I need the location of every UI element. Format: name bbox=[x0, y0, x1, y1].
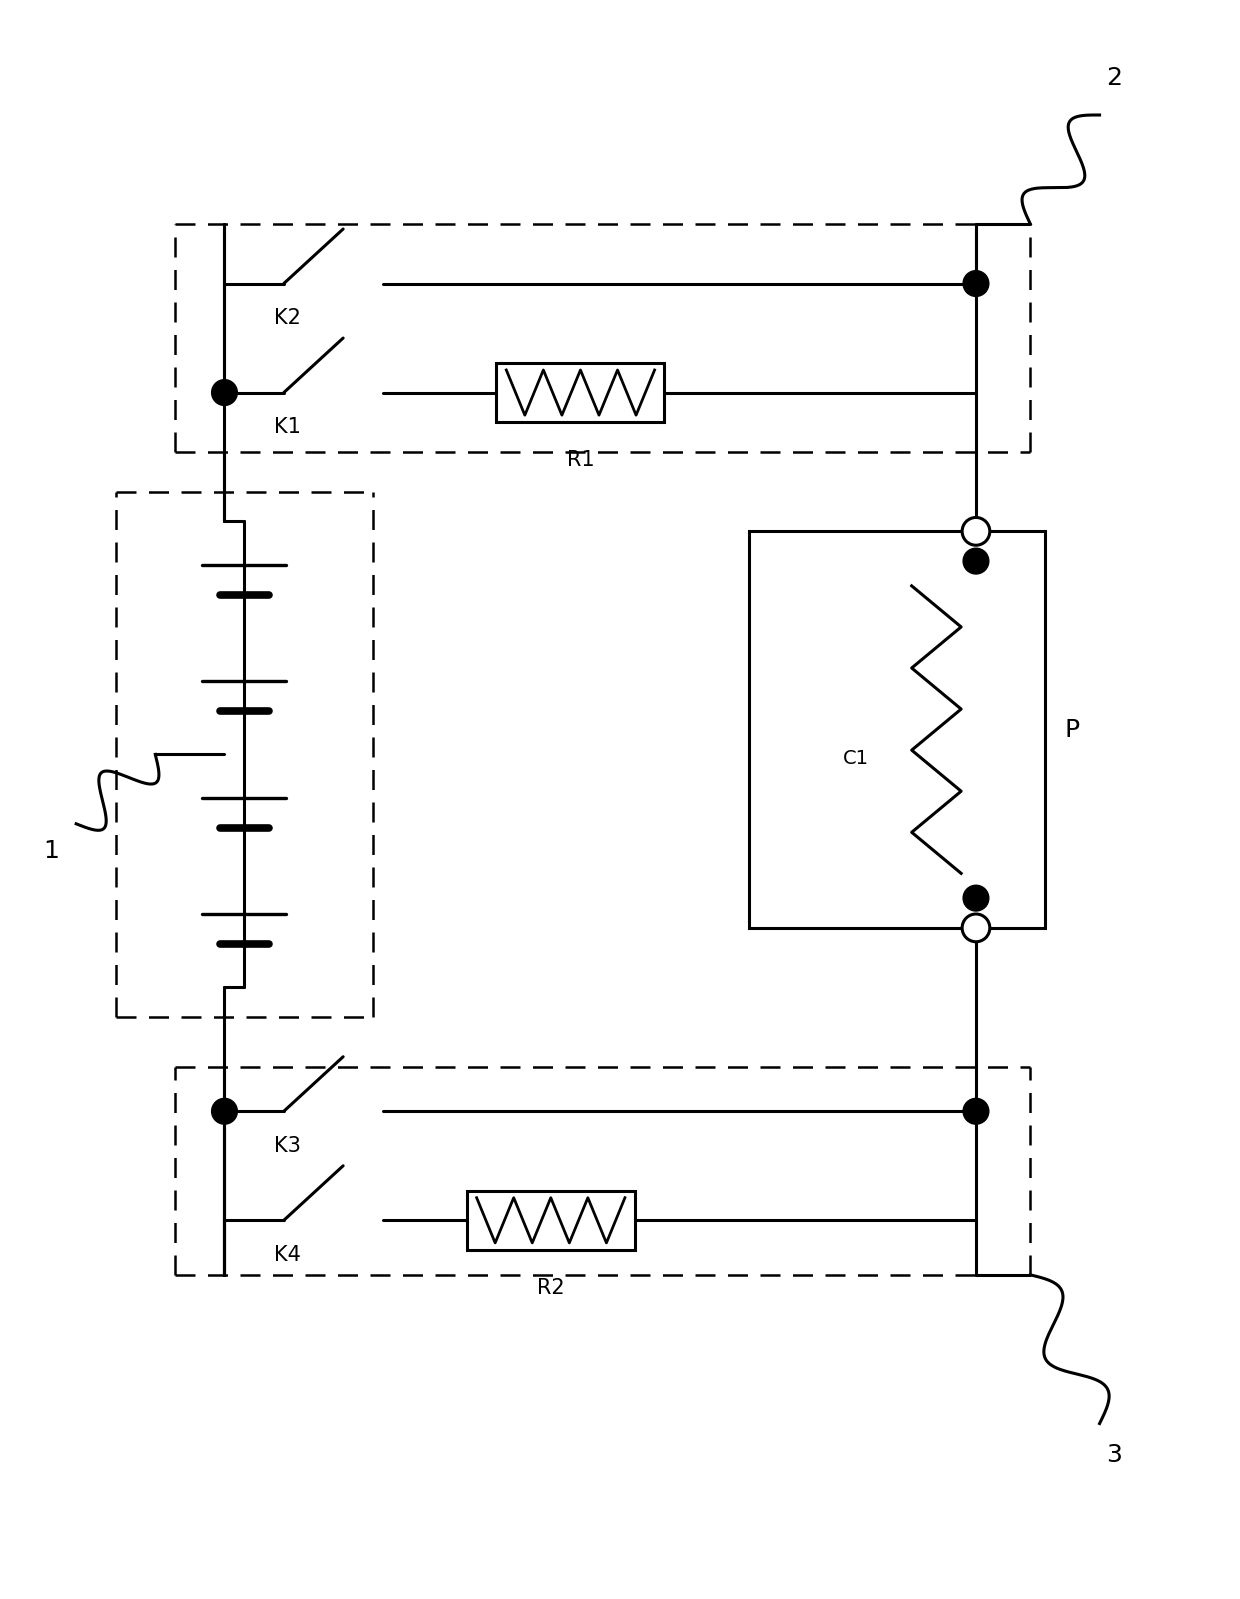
Circle shape bbox=[963, 548, 988, 574]
Text: 3: 3 bbox=[1106, 1444, 1122, 1468]
Text: R2: R2 bbox=[537, 1278, 564, 1298]
Text: 1: 1 bbox=[43, 838, 60, 862]
Text: K3: K3 bbox=[274, 1135, 301, 1156]
Text: R1: R1 bbox=[567, 449, 594, 470]
Text: K1: K1 bbox=[274, 417, 301, 438]
Text: 2: 2 bbox=[1106, 66, 1122, 90]
Circle shape bbox=[962, 518, 990, 545]
Text: C1: C1 bbox=[842, 750, 868, 769]
Bar bbox=[749, 531, 1045, 927]
Circle shape bbox=[962, 915, 990, 942]
Bar bbox=[496, 363, 665, 422]
Circle shape bbox=[212, 1099, 237, 1124]
Circle shape bbox=[963, 1099, 988, 1124]
Circle shape bbox=[963, 270, 988, 296]
Circle shape bbox=[212, 379, 237, 406]
Text: P: P bbox=[1065, 718, 1080, 742]
Text: K4: K4 bbox=[274, 1246, 301, 1265]
Bar bbox=[466, 1191, 635, 1250]
Text: K2: K2 bbox=[274, 309, 301, 328]
Circle shape bbox=[963, 886, 988, 911]
